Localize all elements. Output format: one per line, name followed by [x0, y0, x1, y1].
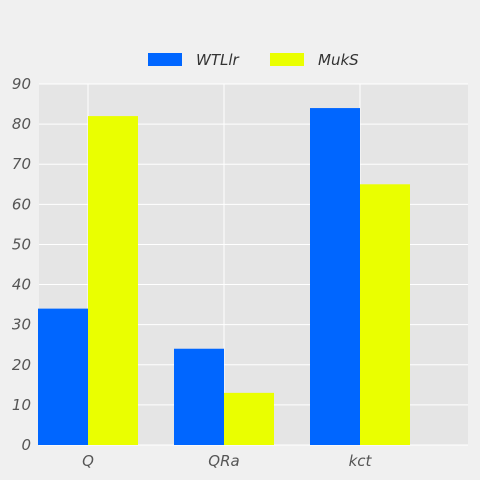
legend: WTLlr MukS	[148, 51, 359, 69]
bar-MukS-kct	[360, 184, 410, 445]
bar-WTLlr-kct	[310, 108, 360, 446]
bars	[38, 108, 410, 446]
y-tick-label: 70	[12, 155, 31, 173]
legend-label: MukS	[318, 51, 359, 69]
bar-WTLlr-Q	[38, 308, 88, 445]
bar-MukS-QRa	[224, 392, 274, 445]
y-tick-label: 20	[12, 356, 31, 374]
y-tick-label: 80	[12, 115, 31, 133]
x-tick-label: kct	[349, 452, 373, 470]
bar-MukS-Q	[88, 116, 138, 445]
bar-WTLlr-QRa	[174, 348, 224, 445]
y-tick-label: 0	[21, 436, 31, 454]
legend-swatch-WTLlr	[148, 53, 182, 66]
y-tick-label: 40	[12, 276, 31, 294]
y-tick-label: 10	[12, 396, 31, 414]
x-tick-label: QRa	[208, 452, 239, 470]
y-tick-label: 90	[12, 75, 31, 93]
legend-label: WTLlr	[196, 51, 240, 69]
y-tick-label: 30	[12, 316, 31, 334]
x-axis-ticks: Q QRa kct	[82, 452, 372, 470]
y-tick-label: 50	[12, 235, 31, 253]
y-tick-label: 60	[12, 195, 31, 213]
x-tick-label: Q	[82, 452, 94, 470]
y-axis-ticks: 0 10 20 30 40 50 60 70 80 90	[12, 75, 31, 454]
legend-swatch-MukS	[270, 53, 304, 66]
